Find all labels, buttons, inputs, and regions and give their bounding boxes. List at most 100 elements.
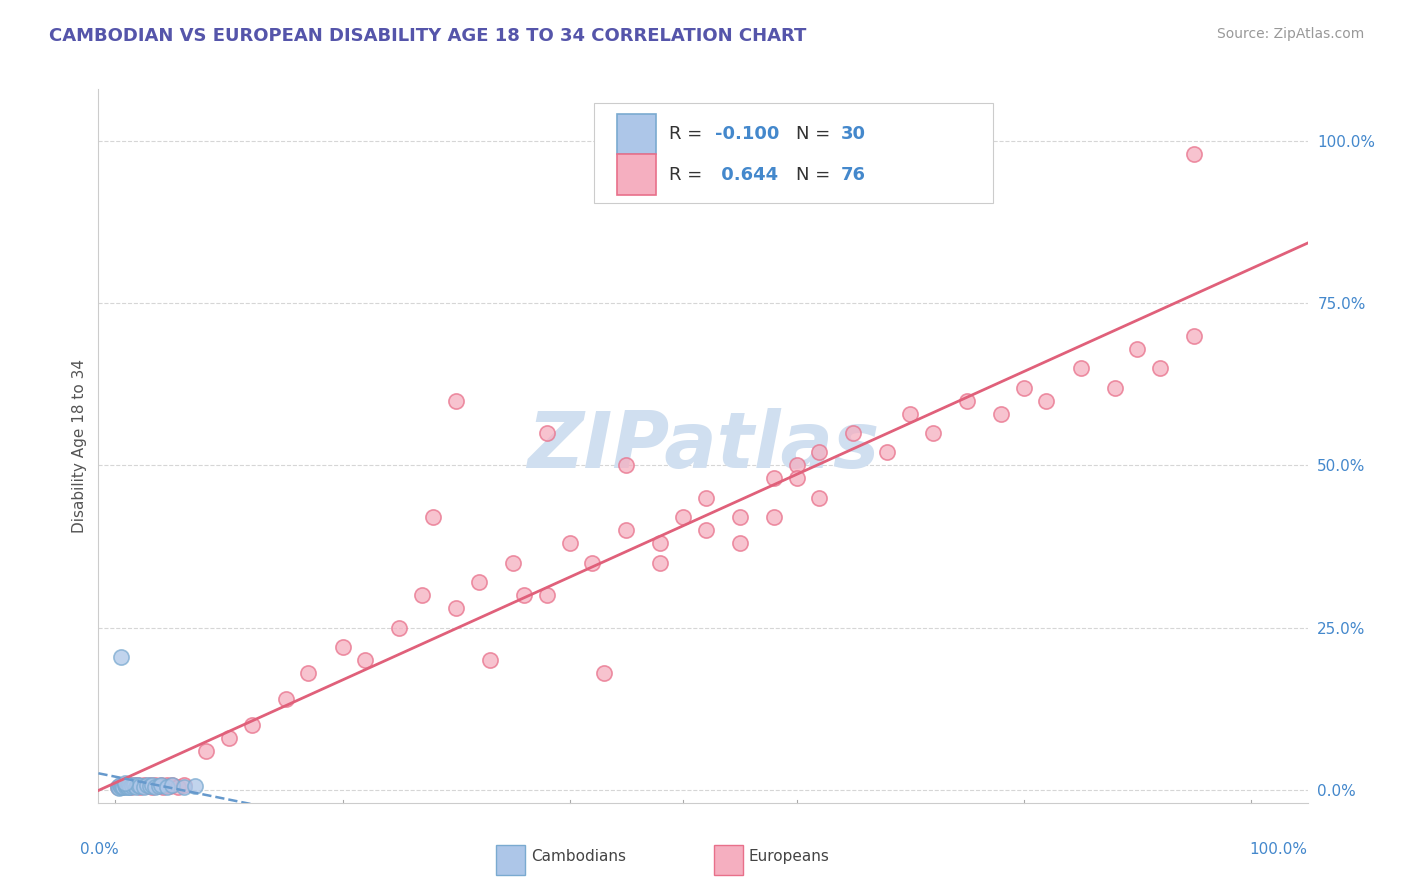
Point (108, 778, 131, 792)
Point (1069, 361, 1091, 376)
Point (332, 640, 354, 654)
Point (149, 778, 172, 792)
Point (114, 778, 136, 792)
Point (149, 778, 172, 792)
Point (558, 536, 581, 550)
Point (112, 780, 135, 794)
Text: Europeans: Europeans (749, 849, 830, 863)
Point (160, 778, 183, 792)
Point (108, 779, 131, 793)
Point (1182, 147, 1205, 161)
Point (173, 780, 195, 795)
Text: N =: N = (796, 125, 837, 143)
Point (1126, 342, 1149, 356)
FancyBboxPatch shape (595, 103, 993, 203)
Point (122, 778, 145, 792)
Point (143, 780, 166, 794)
Point (110, 780, 132, 795)
Point (1012, 381, 1035, 395)
Point (728, 510, 751, 524)
Point (141, 780, 163, 794)
Point (125, 780, 148, 794)
Point (297, 666, 319, 681)
Point (114, 776, 136, 790)
Point (218, 731, 240, 745)
Point (114, 780, 136, 795)
Point (842, 425, 865, 440)
Point (111, 780, 134, 794)
Point (121, 779, 143, 793)
Point (876, 445, 898, 459)
Point (136, 779, 159, 793)
Point (240, 718, 263, 732)
Point (155, 780, 177, 794)
Point (160, 778, 183, 792)
Point (125, 779, 148, 793)
Point (422, 510, 444, 524)
Point (143, 778, 166, 792)
Point (1035, 393, 1057, 408)
Point (127, 778, 149, 792)
Point (132, 778, 155, 792)
Point (786, 458, 808, 473)
Point (650, 536, 672, 550)
Point (354, 653, 377, 667)
Point (614, 458, 637, 473)
Point (195, 744, 218, 758)
Text: CAMBODIAN VS EUROPEAN DISABILITY AGE 18 TO 34 CORRELATION CHART: CAMBODIAN VS EUROPEAN DISABILITY AGE 18 … (49, 27, 807, 45)
Text: ZIPatlas: ZIPatlas (527, 408, 879, 484)
Point (138, 778, 160, 792)
Point (695, 524, 717, 538)
Point (122, 778, 145, 792)
Point (152, 780, 174, 794)
Point (672, 510, 695, 524)
Point (444, 393, 467, 408)
Point (650, 556, 672, 570)
Point (120, 780, 142, 794)
Point (786, 471, 808, 485)
Point (274, 692, 297, 706)
FancyBboxPatch shape (617, 154, 655, 195)
Text: 0.0%: 0.0% (80, 842, 120, 857)
Point (148, 779, 170, 793)
FancyBboxPatch shape (496, 845, 526, 875)
Point (138, 779, 160, 793)
Y-axis label: Disability Age 18 to 34: Disability Age 18 to 34 (72, 359, 87, 533)
Point (536, 425, 558, 440)
FancyBboxPatch shape (617, 114, 655, 154)
Point (115, 779, 138, 793)
Point (118, 778, 141, 792)
FancyBboxPatch shape (714, 845, 742, 875)
Point (141, 778, 163, 792)
Text: -0.100: -0.100 (716, 125, 779, 143)
Point (110, 649, 132, 664)
Point (108, 780, 131, 795)
Text: Cambodians: Cambodians (531, 849, 626, 863)
Text: Source: ZipAtlas.com: Source: ZipAtlas.com (1216, 27, 1364, 41)
Point (808, 491, 831, 505)
Point (167, 780, 190, 794)
Point (536, 588, 558, 602)
Text: 76: 76 (841, 166, 866, 184)
Point (136, 778, 159, 792)
Text: R =: R = (669, 125, 709, 143)
Point (107, 780, 129, 795)
Text: N =: N = (796, 166, 837, 184)
Point (117, 780, 139, 794)
Point (411, 588, 433, 602)
Point (956, 393, 979, 408)
Point (1182, 328, 1205, 343)
Point (129, 780, 152, 794)
Text: 0.644: 0.644 (716, 166, 778, 184)
Point (614, 524, 637, 538)
Point (808, 445, 831, 459)
Text: 100.0%: 100.0% (1250, 842, 1308, 857)
Point (922, 425, 945, 440)
Point (513, 588, 536, 602)
Text: R =: R = (669, 166, 709, 184)
Point (114, 778, 136, 792)
Point (127, 778, 149, 792)
Point (502, 556, 524, 570)
Point (898, 407, 921, 421)
Point (762, 471, 785, 485)
